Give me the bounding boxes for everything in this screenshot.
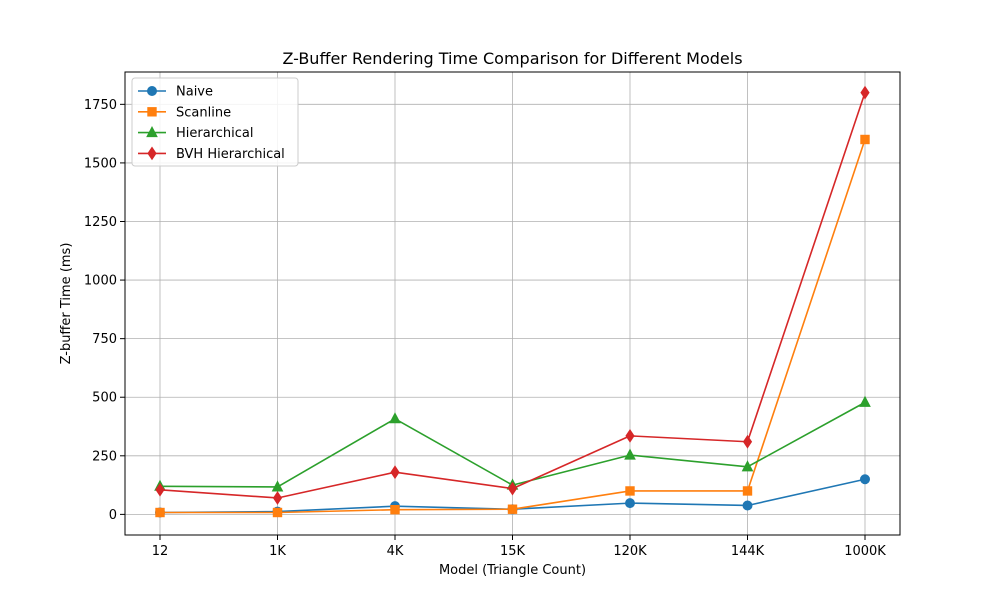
- data-point-marker: [271, 480, 284, 492]
- legend-box: [131, 77, 299, 167]
- axis-ticks: 12 1K 4K 15K 120K 144K 1000K 0 250 500 750 1000 1250…: [84, 98, 886, 559]
- data-point-marker: [272, 491, 283, 505]
- data-point-marker: [742, 434, 753, 449]
- x-tick-label: 4K: [387, 544, 404, 559]
- y-tick-label: 500: [92, 391, 117, 406]
- data-point-marker: [625, 428, 635, 443]
- data-point-marker: [507, 481, 518, 496]
- data-point-marker: [390, 504, 400, 515]
- legend-label: Scanline: [176, 105, 231, 120]
- legend-label: Naive: [176, 85, 213, 100]
- legend-marker: [147, 86, 157, 96]
- legend-item: Naive: [138, 85, 213, 100]
- data-point-marker: [859, 395, 871, 407]
- data-point-marker: [624, 448, 636, 460]
- y-tick-label: 1250: [84, 215, 117, 230]
- legend-item: Scanline: [138, 105, 231, 120]
- data-point-marker: [860, 474, 870, 485]
- y-tick-label: 1500: [84, 156, 117, 171]
- series-bvh-hierarchical: [155, 85, 870, 505]
- data-point-marker: [625, 486, 635, 496]
- legend-label: BVH Hierarchical: [176, 147, 285, 162]
- data-point-marker: [742, 500, 753, 511]
- grid: [125, 72, 900, 535]
- data-point-marker: [741, 460, 754, 472]
- y-tick-label: 0: [109, 508, 117, 523]
- x-tick-label: 144K: [731, 544, 765, 559]
- data-point-marker: [860, 85, 870, 100]
- legend-marker: [146, 126, 158, 138]
- data-point-marker: [390, 465, 400, 480]
- data-point-marker: [155, 507, 165, 518]
- legend-label: Hierarchical: [176, 126, 253, 141]
- y-axis-label: Z-buffer Time (ms): [59, 243, 74, 365]
- data-point-marker: [155, 482, 165, 497]
- legend-item: BVH Hierarchical: [138, 146, 285, 162]
- x-tick-label: 12: [152, 544, 169, 559]
- legend: Naive Scanline Hierarchical BVH Hierarchica…: [131, 77, 299, 167]
- legend-marker: [147, 146, 157, 161]
- data-point-marker: [272, 507, 283, 518]
- data-point-marker: [742, 486, 753, 496]
- x-tick-label: 120K: [613, 544, 647, 559]
- x-axis-label: Model (Triangle Count): [439, 563, 586, 578]
- x-tick-label: 15K: [500, 544, 526, 559]
- data-point-marker: [625, 498, 635, 509]
- data-point-marker: [860, 134, 870, 145]
- y-tick-label: 750: [92, 332, 117, 347]
- data-point-marker: [389, 412, 401, 424]
- y-tick-label: 250: [92, 449, 117, 464]
- data-point-marker: [507, 504, 518, 514]
- legend-marker: [147, 107, 157, 117]
- y-tick-label: 1750: [84, 98, 117, 113]
- x-tick-label: 1K: [269, 544, 286, 559]
- y-tick-label: 1000: [84, 274, 117, 289]
- series-scanline: [155, 134, 870, 518]
- series-layer: [154, 85, 871, 518]
- legend-item: Hierarchical: [138, 126, 253, 141]
- x-tick-label: 1000K: [844, 544, 886, 559]
- chart-title: Z-Buffer Rendering Time Comparison for D…: [282, 49, 742, 68]
